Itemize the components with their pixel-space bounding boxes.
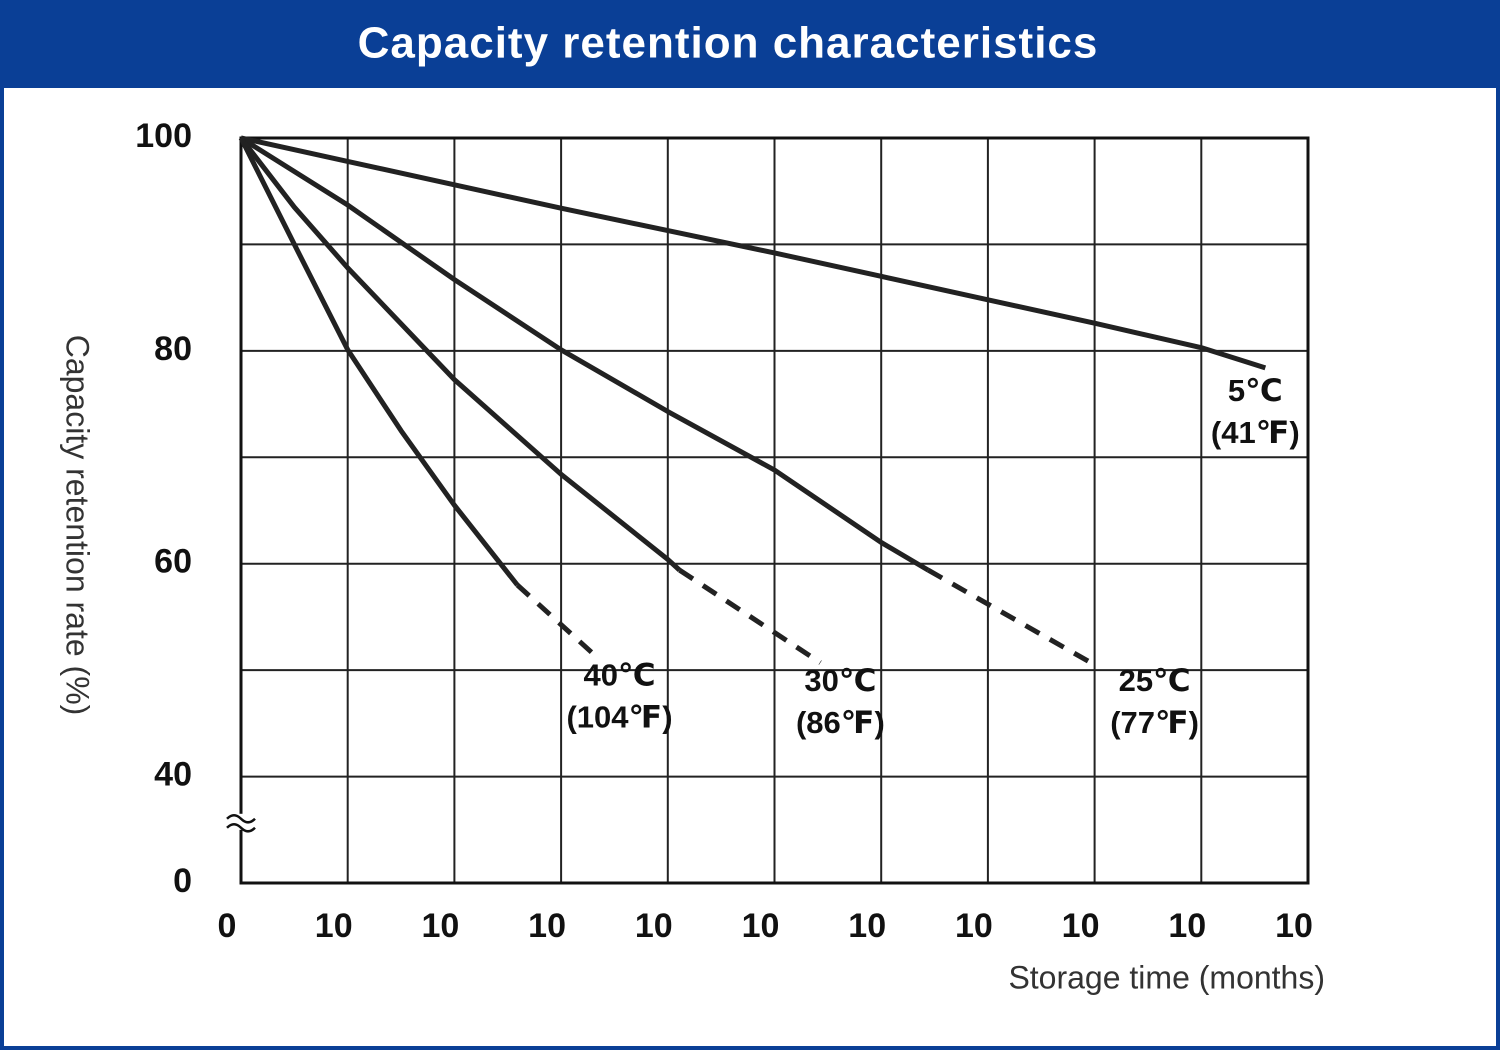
x-tick-label: 0 [218, 907, 237, 945]
x-tick-label: 10 [742, 907, 780, 945]
x-tick-label: 10 [315, 907, 353, 945]
y-tick-label: 100 [135, 117, 192, 155]
axis-break [226, 814, 256, 833]
x-tick-label: 10 [955, 907, 993, 945]
curve-note: (104℉) [566, 700, 672, 735]
x-tick-label: 10 [1168, 907, 1206, 945]
x-tick-label: 10 [1062, 907, 1100, 945]
curve-note: (77℉) [1110, 705, 1199, 740]
x-tick-label: 10 [528, 907, 566, 945]
x-tick-label: 10 [421, 907, 459, 945]
y-tick-label: 60 [154, 543, 192, 581]
x-tick-label: 10 [635, 907, 673, 945]
curve [238, 136, 520, 587]
chart-title: Capacity retention characteristics [358, 19, 1099, 68]
curve-extrapolated [926, 567, 1096, 667]
curve [239, 135, 930, 573]
curve [240, 135, 1267, 371]
x-tick-label: 10 [848, 907, 886, 945]
x-axis-label: Storage time (months) [1008, 959, 1325, 995]
curve-label: 40℃ [583, 658, 655, 693]
y-tick-label: 0 [173, 862, 192, 900]
curve-extrapolated [515, 583, 602, 662]
x-tick-label: 10 [1275, 907, 1313, 945]
y-axis-label: Capacity retention rate (%) [60, 335, 96, 716]
curve-label: 5℃ [1228, 373, 1283, 408]
y-tick-label: 40 [154, 756, 192, 794]
curve-label: 30℃ [804, 663, 876, 698]
y-tick-label: 80 [154, 330, 192, 368]
curve-note: (41℉) [1211, 415, 1300, 450]
curve-extrapolated [678, 568, 822, 665]
curve [239, 136, 682, 572]
plot-frame [239, 136, 1310, 885]
curve-note: (86℉) [796, 705, 885, 740]
curve-label: 25℃ [1119, 663, 1191, 698]
header-bar [0, 0, 1500, 88]
